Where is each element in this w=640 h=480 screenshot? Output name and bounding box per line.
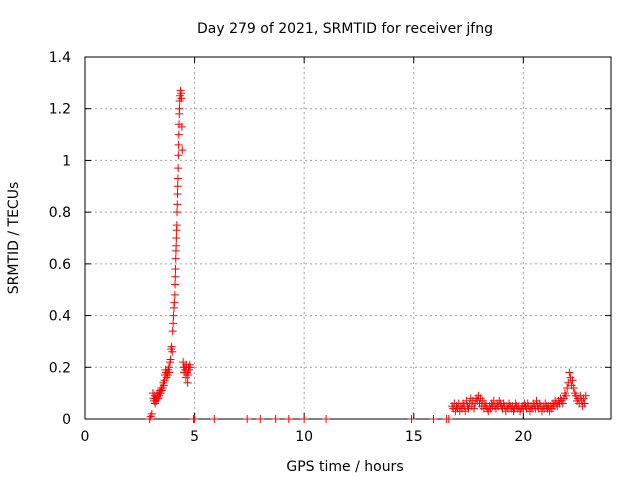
data-series (145, 86, 590, 423)
y-axis-label: SRMTID / TECUs (6, 182, 22, 295)
data-point (172, 221, 181, 230)
data-point (184, 371, 193, 380)
data-point (171, 265, 180, 274)
data-point (569, 383, 578, 392)
y-tick-label: 0.8 (49, 205, 71, 221)
data-point (170, 298, 179, 307)
data-point (580, 399, 589, 408)
data-point (558, 399, 567, 408)
data-point (168, 347, 177, 356)
data-point (174, 151, 183, 160)
y-tick-label: 0 (62, 412, 71, 428)
data-point (171, 254, 180, 263)
data-point (169, 319, 178, 328)
data-point (284, 415, 293, 423)
data-point (470, 404, 479, 413)
y-tick-label: 0.2 (49, 360, 71, 376)
data-point (174, 140, 183, 149)
data-point (174, 164, 183, 173)
data-point (159, 381, 168, 390)
data-point (186, 363, 195, 372)
data-point (175, 104, 184, 113)
data-point (256, 415, 265, 423)
data-point (562, 391, 571, 400)
data-point (170, 290, 179, 299)
data-point (168, 327, 177, 336)
data-point (581, 391, 590, 400)
data-point (177, 94, 186, 103)
data-point (173, 182, 182, 191)
data-point (568, 376, 577, 385)
data-point (173, 200, 182, 209)
y-axis: 0 0.2 0.4 0.6 0.8 1 1.2 1.4 (49, 50, 611, 428)
data-point (166, 355, 175, 364)
data-point (243, 415, 252, 423)
data-point (271, 415, 280, 423)
data-point (300, 415, 309, 423)
data-point (173, 174, 182, 183)
grid (85, 57, 611, 419)
x-axis-label: GPS time / hours (286, 459, 403, 475)
y-tick-label: 1.4 (49, 50, 71, 66)
data-point (147, 409, 156, 418)
data-point (172, 241, 181, 250)
x-tick-label: 20 (514, 429, 532, 445)
data-point (167, 342, 176, 351)
data-point (174, 130, 183, 139)
data-point (210, 415, 219, 423)
data-point (173, 190, 182, 199)
data-point (178, 146, 187, 155)
data-point (169, 311, 178, 320)
data-point (190, 415, 199, 423)
x-axis: 0 5 10 15 20 (81, 57, 532, 445)
chart-title: Day 279 of 2021, SRMTID for receiver jfn… (197, 21, 493, 37)
data-point (429, 415, 438, 423)
data-point (171, 280, 180, 289)
data-point (183, 378, 192, 387)
data-point (444, 415, 453, 423)
y-tick-label: 0.4 (49, 309, 71, 325)
data-point (165, 368, 174, 377)
data-point (565, 368, 574, 377)
x-tick-label: 0 (81, 429, 90, 445)
x-tick-label: 5 (190, 429, 199, 445)
data-point (173, 208, 182, 217)
y-tick-label: 1.2 (49, 102, 71, 118)
plot-frame (84, 56, 612, 420)
data-point (171, 272, 180, 281)
x-tick-label: 10 (295, 429, 313, 445)
data-point (172, 234, 181, 242)
x-tick-label: 15 (405, 429, 423, 445)
data-point (177, 122, 186, 131)
y-tick-label: 0.6 (49, 257, 71, 273)
data-point (322, 415, 331, 423)
data-point (407, 415, 416, 423)
y-tick-label: 1 (62, 153, 71, 169)
